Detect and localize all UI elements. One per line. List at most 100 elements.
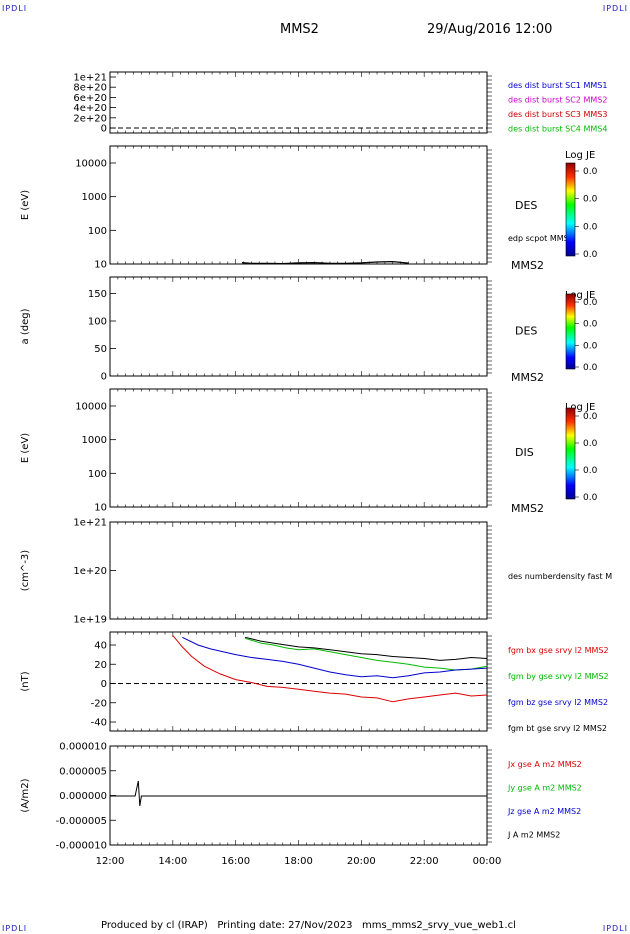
time-axis-label: 14:00 <box>158 856 187 867</box>
legend-entry: Jy gse A m2 MMS2 <box>507 784 582 793</box>
colorbar <box>565 162 576 257</box>
y-tick-label: 0.000000 <box>59 791 107 802</box>
y-axis-label: (A/m2) <box>20 778 31 812</box>
y-tick-label: 150 <box>88 289 107 300</box>
y-tick-label: 10000 <box>75 402 107 413</box>
y-tick-label: -20 <box>91 698 107 709</box>
series-line <box>110 780 487 807</box>
colorbar-tick-label: 0.0 <box>583 466 598 476</box>
legend-entry: fgm bt gse srvy l2 MMS2 <box>508 724 607 733</box>
legend-entry: J A m2 MMS2 <box>507 831 560 840</box>
y-tick-label: 1e+21 <box>73 518 107 529</box>
corner-label-top-left: IPDLI <box>2 4 28 13</box>
panel-frame <box>109 388 488 508</box>
y-tick-label: 1e+19 <box>73 615 107 626</box>
colorbar-tick-label: 0.0 <box>583 298 598 308</box>
corner-label-top-right: IPDLI <box>602 4 628 13</box>
panel-frame <box>109 71 488 134</box>
y-tick-label: 50 <box>94 344 107 355</box>
time-axis-label: 16:00 <box>221 856 250 867</box>
legend-entry: des dist burst SC1 MMS1 <box>508 81 607 90</box>
y-tick-label: 2e+20 <box>73 113 107 124</box>
colorbar-title: Log JE <box>565 150 595 161</box>
colorbar-tick-label: 0.0 <box>583 250 598 260</box>
y-tick-label: -0.000005 <box>56 816 107 827</box>
series-line <box>244 636 488 661</box>
scpot-line <box>241 260 409 265</box>
legend-entry: fgm by gse srvy l2 MMS2 <box>508 672 609 681</box>
y-axis-label: (cm^-3) <box>20 550 31 591</box>
y-tick-label: 4e+20 <box>73 103 107 114</box>
time-axis-label: 22:00 <box>410 856 439 867</box>
colorbar-tick-label: 0.0 <box>583 363 598 373</box>
y-tick-label: 0 <box>101 372 107 383</box>
legend-entry: des dist burst SC4 MMS4 <box>508 125 607 134</box>
corner-label-bottom-left: IPDLI <box>2 924 28 933</box>
overlay-legend: edp scpot MMS2 <box>508 234 574 243</box>
colorbar-tick-label: 0.0 <box>583 222 598 232</box>
y-tick-label: 6e+20 <box>73 93 107 104</box>
y-tick-label: 100 <box>88 317 107 328</box>
spacecraft-label: MMS2 <box>511 502 544 515</box>
y-tick-label: 8e+20 <box>73 83 107 94</box>
legend-entry: des dist burst SC2 MMS2 <box>508 96 607 105</box>
colorbar-tick-label: 0.0 <box>583 341 598 351</box>
panel-frame <box>109 276 488 377</box>
time-axis-label: 00:00 <box>473 856 502 867</box>
colorbar-tick-label: 0.0 <box>583 412 598 422</box>
legend-entry: Jx gse A m2 MMS2 <box>507 760 582 769</box>
legend-entry: fgm bz gse srvy l2 MMS2 <box>508 698 608 707</box>
y-axis-label: E (eV) <box>20 190 31 220</box>
y-tick-label: 0.000010 <box>59 742 107 753</box>
legend-entry: Jz gse A m2 MMS2 <box>507 807 581 816</box>
colorbar <box>565 293 576 370</box>
y-tick-label: 0 <box>101 679 107 690</box>
y-tick-label: 10 <box>94 260 107 271</box>
y-tick-label: 10000 <box>75 159 107 170</box>
y-tick-label: 10 <box>94 503 107 514</box>
colorbar-tick-label: 0.0 <box>583 439 598 449</box>
datetime-title: 29/Aug/2016 12:00 <box>427 22 553 37</box>
y-axis-label: a (deg) <box>20 308 31 344</box>
y-tick-label: 1e+20 <box>73 566 107 577</box>
y-tick-label: 0 <box>101 124 107 135</box>
y-tick-label: -40 <box>91 718 107 729</box>
colorbar-tick-label: 0.0 <box>583 493 598 503</box>
y-tick-label: 40 <box>94 641 107 652</box>
y-tick-label: 1e+21 <box>73 73 107 84</box>
footer-credits: Produced by cl (IRAP) Printing date: 27/… <box>101 920 516 931</box>
series-line <box>172 635 488 703</box>
y-axis-label: (nT) <box>20 671 31 691</box>
y-tick-label: 0.000005 <box>59 766 107 777</box>
colorbar-title: Log JE <box>565 402 595 413</box>
y-tick-label: 1000 <box>82 435 107 446</box>
mission-title: MMS2 <box>280 22 319 37</box>
spectrogram-label: DIS <box>515 446 534 459</box>
spectrogram-label: DES <box>515 325 537 338</box>
y-tick-label: 100 <box>88 226 107 237</box>
series-line <box>182 636 488 679</box>
panel-frame <box>109 145 488 265</box>
y-axis-label: E (eV) <box>20 433 31 463</box>
y-tick-label: -0.000010 <box>56 841 107 852</box>
colorbar-tick-label: 0.0 <box>583 195 598 205</box>
time-axis-label: 18:00 <box>284 856 313 867</box>
y-tick-label: 100 <box>88 469 107 480</box>
legend-entry: des dist burst SC3 MMS3 <box>508 110 607 119</box>
legend-entry: fgm bx gse srvy l2 MMS2 <box>508 646 609 655</box>
colorbar-tick-label: 0.0 <box>583 167 598 177</box>
colorbar-tick-label: 0.0 <box>583 320 598 330</box>
panel-frame <box>109 521 488 620</box>
spectrogram-label: DES <box>515 199 537 212</box>
y-tick-label: 20 <box>94 660 107 671</box>
series-line <box>244 637 488 671</box>
time-axis-label: 20:00 <box>347 856 376 867</box>
corner-label-bottom-right: IPDLI <box>602 924 628 933</box>
y-tick-label: 1000 <box>82 192 107 203</box>
spacecraft-label: MMS2 <box>511 259 544 272</box>
spacecraft-label: MMS2 <box>511 371 544 384</box>
time-axis-label: 12:00 <box>96 856 125 867</box>
colorbar-title: Log JE <box>565 290 595 301</box>
legend-entry: des numberdensity fast M <box>508 572 612 581</box>
